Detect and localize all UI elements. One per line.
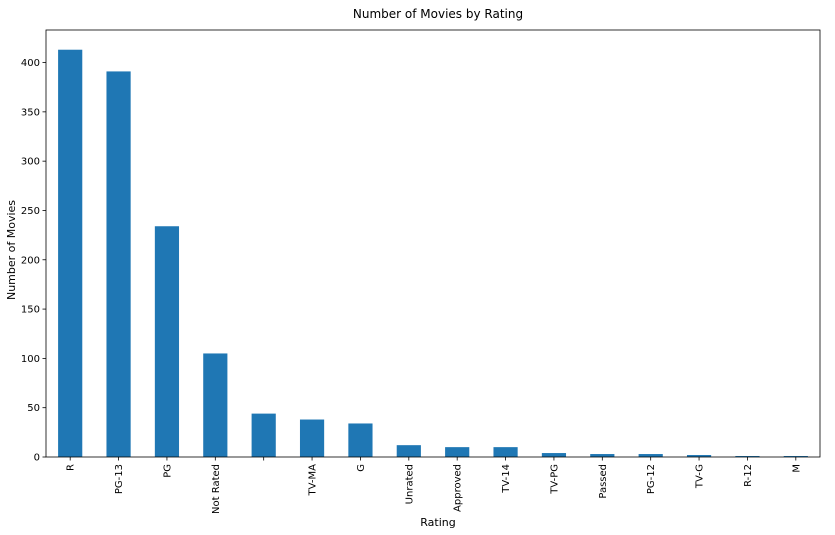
x-tick-label: Passed <box>598 464 609 499</box>
bar <box>348 423 373 457</box>
x-tick-label: Not Rated <box>211 464 222 514</box>
plot-frame <box>45 29 821 458</box>
bar <box>106 71 131 457</box>
y-tick-label: 50 <box>27 403 40 414</box>
x-tick-label: G <box>356 464 367 472</box>
y-tick-label: 300 <box>21 157 40 168</box>
bar <box>58 49 83 457</box>
bar <box>203 353 228 457</box>
y-axis-ticks: 0 50 100 150 200 250 300 350 400 <box>21 58 46 464</box>
y-axis-label: Number of Movies <box>5 200 18 300</box>
y-tick-label: 400 <box>21 58 40 69</box>
bar <box>154 226 180 457</box>
y-tick-label: 150 <box>21 305 40 316</box>
bars-group <box>58 49 808 457</box>
y-tick-label: 100 <box>21 354 40 365</box>
x-axis-ticks: R PG-13 PG Not Rated TV-MA G Unrated Approved TV… <box>66 457 802 514</box>
x-tick-label: TV-14 <box>501 464 512 494</box>
x-tick-label: PG-13 <box>114 464 125 494</box>
bar <box>783 456 808 457</box>
bar <box>686 455 712 457</box>
bar <box>251 413 276 457</box>
x-tick-label: PG-12 <box>646 464 657 494</box>
bar <box>493 447 518 457</box>
bar <box>638 454 663 457</box>
x-tick-label: R <box>66 464 77 471</box>
bar <box>590 454 615 457</box>
bar <box>445 447 470 457</box>
x-tick-label: PG <box>162 464 173 478</box>
x-tick-label: M <box>791 464 802 473</box>
x-tick-label: Unrated <box>404 464 415 504</box>
chart-title: Number of Movies by Rating <box>353 7 523 21</box>
bar <box>299 419 325 457</box>
x-tick-label: Approved <box>453 464 464 512</box>
bar <box>735 456 760 457</box>
y-tick-label: 250 <box>21 206 40 217</box>
bar <box>541 453 567 457</box>
x-tick-label: TV-MA <box>308 464 319 497</box>
y-tick-label: 0 <box>34 453 40 464</box>
y-tick-label: 350 <box>21 107 40 118</box>
y-tick-label: 200 <box>21 255 40 266</box>
x-tick-label: R-12 <box>743 464 754 487</box>
x-axis-label: Rating <box>420 516 455 529</box>
x-tick-label: TV-PG <box>549 464 560 495</box>
bar <box>396 445 421 457</box>
x-tick-label: TV-G <box>695 464 706 489</box>
